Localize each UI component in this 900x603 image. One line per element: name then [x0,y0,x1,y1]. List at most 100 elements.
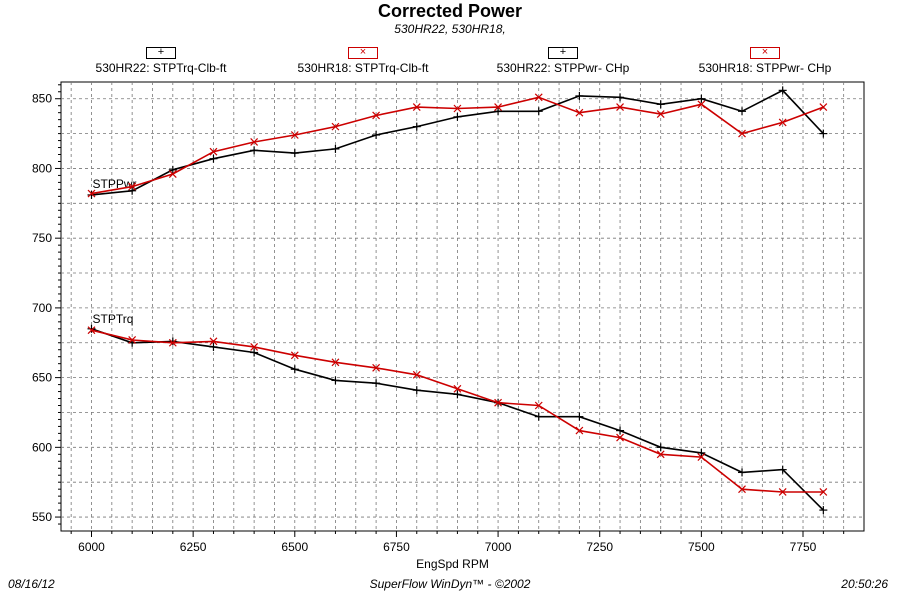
data-point-x-marker [534,401,543,410]
marker-stroke [819,488,828,496]
data-point-plus-marker [331,376,340,385]
y-tick-label: 800 [32,161,52,175]
x-tick-label: 7250 [586,540,613,554]
data-point-plus-marker [534,412,543,421]
data-point-plus-marker [453,390,462,399]
data-point-plus-marker [412,122,421,131]
data-point-x-marker [331,358,340,367]
data-point-plus-marker [250,348,259,357]
data-point-plus-marker [819,506,828,515]
x-tick-label: 7000 [485,540,512,554]
data-point-plus-marker [697,448,706,457]
x-tick-label: 6500 [281,540,308,554]
data-point-x-marker [250,343,259,351]
data-point-plus-marker [778,465,787,474]
data-point-plus-marker [168,165,177,174]
data-point-plus-marker [209,342,218,351]
marker-stroke [738,485,746,494]
legend-label: 530HR22: STPTrq-Clb-ft [95,61,227,75]
data-point-plus-marker [575,91,584,100]
marker-stroke [412,103,421,112]
data-point-plus-marker [819,129,828,138]
marker-stroke [575,426,584,435]
data-point-x-marker [575,426,584,435]
marker-stroke [290,131,299,139]
data-point-plus-marker [697,94,706,103]
y-tick-label: 600 [32,440,52,454]
legend-label: 530HR18: STPTrq-Clb-ft [297,61,429,75]
data-point-x-marker [87,326,96,335]
data-point-plus-marker [575,412,584,421]
marker-stroke [534,93,543,102]
data-point-x-marker [331,122,340,131]
data-point-x-marker [819,103,828,112]
legend-item-hr22-trq: + 530HR22: STPTrq-Clb-ft [76,44,246,76]
data-point-plus-marker [616,426,625,435]
data-point-x-marker [494,103,503,112]
data-point-plus-marker [778,86,787,95]
x-tick-label: 6000 [78,540,105,554]
marker-stroke [209,147,218,156]
plot-frame [60,81,865,532]
data-point-plus-marker [290,365,299,374]
data-point-plus-marker [412,386,421,395]
series-annotation: STPTrq [92,312,133,326]
marker-stroke [453,104,462,113]
marker-stroke [331,122,340,131]
marker-stroke [372,363,381,372]
data-point-x-marker [738,485,746,494]
marker-stroke [372,111,381,120]
data-point-x-marker [290,351,299,360]
marker-stroke [494,398,503,407]
y-tick-label: 700 [32,301,52,315]
data-point-plus-marker [738,468,747,477]
data-point-x-marker [534,93,543,102]
footer-date: 08/16/12 [8,577,55,591]
data-point-x-marker [412,370,421,379]
footer-time: 20:50:26 [841,577,888,591]
marker-stroke [87,189,96,198]
y-tick-label: 850 [32,92,52,106]
data-point-x-marker [697,453,706,462]
marker-stroke [697,453,706,462]
legend-marker-x-icon: × [348,47,378,59]
data-point-x-marker [128,182,137,191]
data-point-x-marker [250,138,259,146]
data-point-x-marker [778,488,787,496]
data-point-plus-marker [209,154,218,163]
data-point-x-marker [372,111,381,120]
data-point-plus-marker [87,324,96,333]
data-point-x-marker [290,131,299,139]
marker-stroke [778,488,787,496]
marker-stroke [616,103,624,112]
data-point-plus-marker [168,337,177,346]
marker-stroke [168,170,177,178]
data-point-plus-marker [372,130,381,139]
marker-stroke [738,129,746,138]
chart-subtitle: 530HR22, 530HR18, [394,22,506,36]
data-point-x-marker [778,118,787,127]
legend-marker-x-icon: × [750,47,780,59]
marker-stroke [453,384,462,393]
data-point-plus-marker [128,186,137,195]
marker-stroke [128,336,137,344]
data-point-x-marker [575,108,584,117]
data-point-x-marker [453,104,462,113]
data-point-x-marker [738,129,746,138]
data-point-plus-marker [331,144,340,153]
data-point-x-marker [453,384,462,393]
x-tick-label: 7750 [790,540,817,554]
marker-stroke [697,100,706,109]
data-point-x-marker [128,336,137,344]
y-tick-label: 750 [32,231,52,245]
data-point-plus-marker [250,146,259,155]
data-point-x-marker [656,450,665,459]
x-tick-label: 7500 [688,540,715,554]
data-point-x-marker [494,398,503,407]
legend-marker-plus-icon: + [548,47,578,59]
legend-item-hr18-pwr: × 530HR18: STPPwr- CHp [680,44,850,76]
data-point-x-marker [616,103,624,112]
marker-stroke [778,118,787,127]
marker-stroke [331,358,340,367]
